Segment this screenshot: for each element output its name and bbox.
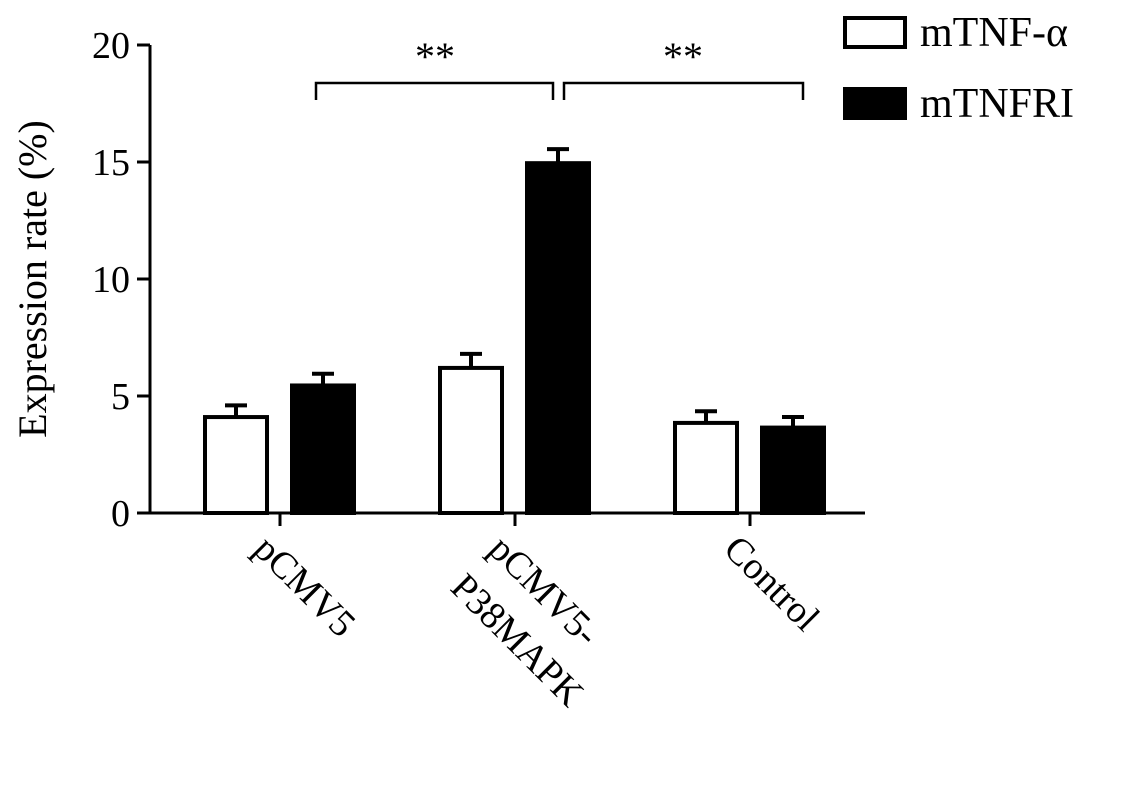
- legend-label: mTNF-α: [920, 10, 1068, 56]
- bar: [203, 415, 269, 515]
- bar: [438, 365, 504, 516]
- legend-swatch: [843, 16, 907, 49]
- bar: [673, 420, 739, 515]
- y-tick-label: 15: [92, 142, 130, 184]
- bar: [525, 161, 591, 515]
- legend-label: mTNFRI: [920, 81, 1074, 127]
- y-tick-label: 10: [92, 259, 130, 301]
- x-tick-label: pCMV5-P38MAPK: [442, 528, 630, 716]
- y-tick-label: 20: [92, 25, 130, 67]
- significance-bracket: [314, 81, 555, 100]
- significance-label: **: [663, 34, 703, 79]
- y-tick-label: 0: [111, 493, 130, 535]
- bar: [290, 383, 356, 515]
- bar: [760, 425, 826, 515]
- x-tick-label: pCMV5: [246, 528, 364, 646]
- significance-label: **: [415, 34, 455, 79]
- y-tick-label: 5: [111, 376, 130, 418]
- y-axis-label: Expression rate (%): [10, 120, 55, 438]
- legend-swatch: [843, 87, 907, 120]
- x-tick-label: Control: [716, 528, 828, 640]
- significance-bracket: [562, 81, 805, 100]
- x-tick-label-line: pCMV5: [246, 528, 364, 646]
- x-tick-label-line: Control: [716, 528, 828, 640]
